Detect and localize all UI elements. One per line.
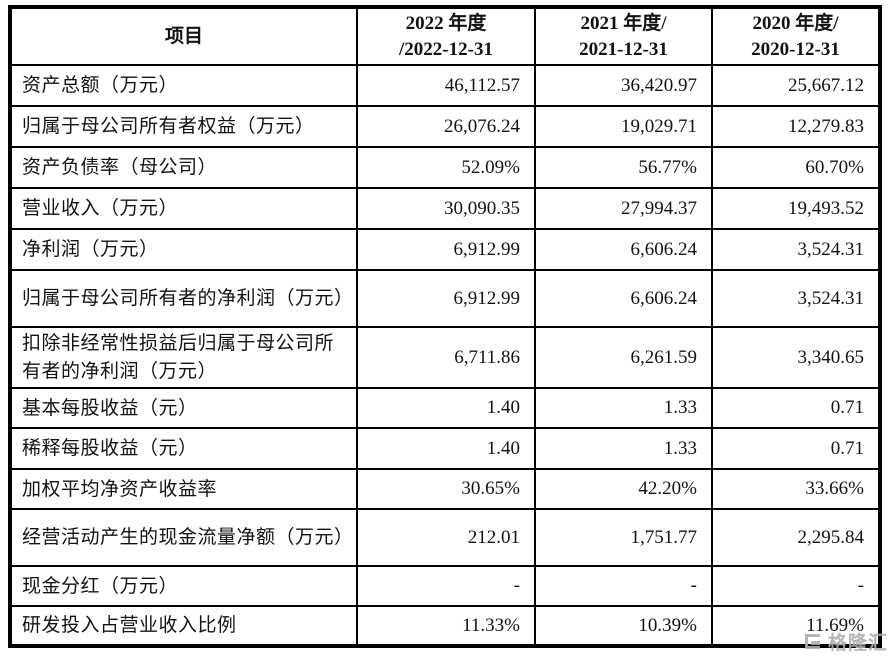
value-2022: 30,090.35: [356, 187, 536, 231]
value-2022: 212.01: [356, 508, 536, 568]
row-label: 稀释每股收益（元）: [9, 427, 358, 471]
row-label: 基本每股收益（元）: [9, 387, 358, 430]
value-2021: 36,420.97: [534, 64, 713, 108]
value-2021: 1.33: [534, 387, 713, 430]
value-2020: 60.70%: [711, 146, 881, 190]
value-2022: 6,912.99: [356, 228, 536, 272]
value-2021: 42.20%: [534, 468, 713, 511]
header-2021-column: 2021 年度/ 2021-12-31: [534, 5, 713, 67]
header-2021-line2: 2021-12-31: [579, 38, 668, 60]
value-2021: 1,751.77: [534, 508, 713, 568]
row-label: 归属于母公司所有者的净利润（万元）: [9, 269, 358, 329]
row-label: 净利润（万元）: [9, 228, 358, 272]
row-label: 扣除非经常性损益后归属于母公司所有者的净利润（万元）: [9, 326, 358, 390]
value-2020: 12,279.83: [711, 105, 881, 149]
value-2020: 0.71: [711, 427, 881, 471]
value-2022: 30.65%: [356, 468, 536, 511]
value-2022: 1.40: [356, 387, 536, 430]
value-2020: 0.71: [711, 387, 881, 430]
table-row-total-assets: 资产总额（万元） 46,112.57 36,420.97 25,667.12: [9, 64, 881, 108]
value-2021: 6,261.59: [534, 326, 713, 390]
table-row-rd-ratio: 研发投入占营业收入比例 11.33% 10.39% 11.69%: [9, 605, 881, 648]
value-2022: 6,711.86: [356, 326, 536, 390]
row-label: 归属于母公司所有者权益（万元）: [9, 105, 358, 149]
value-2021: 10.39%: [534, 605, 713, 648]
header-2022-column: 2022 年度 /2022-12-31: [356, 5, 536, 67]
value-2022: 6,912.99: [356, 269, 536, 329]
table-row-operating-cash-flow: 经营活动产生的现金流量净额（万元） 212.01 1,751.77 2,295.…: [9, 508, 881, 568]
value-2021: 56.77%: [534, 146, 713, 190]
table-row-debt-ratio: 资产负债率（母公司） 52.09% 56.77% 60.70%: [9, 146, 881, 190]
header-2021-line1: 2021 年度/: [580, 13, 667, 34]
table-row-parent-net-profit: 归属于母公司所有者的净利润（万元） 6,912.99 6,606.24 3,52…: [9, 269, 881, 329]
table-row-non-recurring-net-profit: 扣除非经常性损益后归属于母公司所有者的净利润（万元） 6,711.86 6,26…: [9, 326, 881, 390]
row-label: 资产负债率（母公司）: [9, 146, 358, 190]
header-2022-line1: 2022 年度: [405, 13, 487, 34]
row-label: 加权平均净资产收益率: [9, 468, 358, 511]
header-2020-column: 2020 年度/ 2020-12-31: [711, 5, 881, 67]
header-2020-line2: 2020-12-31: [751, 38, 840, 60]
table-row-weighted-roe: 加权平均净资产收益率 30.65% 42.20% 33.66%: [9, 468, 881, 511]
header-2022-line2: /2022-12-31: [399, 38, 493, 60]
value-2020: 33.66%: [711, 468, 881, 511]
value-2021: 6,606.24: [534, 269, 713, 329]
value-2020: 11.69%: [711, 605, 881, 648]
value-2022: 26,076.24: [356, 105, 536, 149]
row-label: 研发投入占营业收入比例: [9, 605, 358, 648]
value-2022: 1.40: [356, 427, 536, 471]
value-2020: 3,340.65: [711, 326, 881, 390]
value-2020: 19,493.52: [711, 187, 881, 231]
table-row-revenue: 营业收入（万元） 30,090.35 27,994.37 19,493.52: [9, 187, 881, 231]
table-row-diluted-eps: 稀释每股收益（元） 1.40 1.33 0.71: [9, 427, 881, 471]
row-label: 资产总额（万元）: [9, 64, 358, 108]
value-2020: 2,295.84: [711, 508, 881, 568]
table-header-row: 项目 2022 年度 /2022-12-31 2021 年度/ 2021-12-…: [9, 5, 881, 67]
table-row-basic-eps: 基本每股收益（元） 1.40 1.33 0.71: [9, 387, 881, 430]
value-2020: -: [711, 565, 881, 608]
row-label: 营业收入（万元）: [9, 187, 358, 231]
value-2022: 46,112.57: [356, 64, 536, 108]
value-2021: 19,029.71: [534, 105, 713, 149]
value-2020: 3,524.31: [711, 228, 881, 272]
value-2021: 1.33: [534, 427, 713, 471]
value-2022: 52.09%: [356, 146, 536, 190]
table-row-cash-dividend: 现金分红（万元） - - -: [9, 565, 881, 608]
value-2020: 25,667.12: [711, 64, 881, 108]
value-2021: 27,994.37: [534, 187, 713, 231]
header-item-column: 项目: [9, 5, 358, 67]
row-label: 经营活动产生的现金流量净额（万元）: [9, 508, 358, 568]
value-2022: 11.33%: [356, 605, 536, 648]
value-2021: -: [534, 565, 713, 608]
financial-summary-table: 项目 2022 年度 /2022-12-31 2021 年度/ 2021-12-…: [8, 5, 882, 649]
header-2020-line1: 2020 年度/: [752, 13, 839, 34]
row-label: 现金分红（万元）: [9, 565, 358, 608]
value-2020: 3,524.31: [711, 269, 881, 329]
table-row-net-profit: 净利润（万元） 6,912.99 6,606.24 3,524.31: [9, 228, 881, 272]
value-2022: -: [356, 565, 536, 608]
value-2021: 6,606.24: [534, 228, 713, 272]
table-row-parent-equity: 归属于母公司所有者权益（万元） 26,076.24 19,029.71 12,2…: [9, 105, 881, 149]
